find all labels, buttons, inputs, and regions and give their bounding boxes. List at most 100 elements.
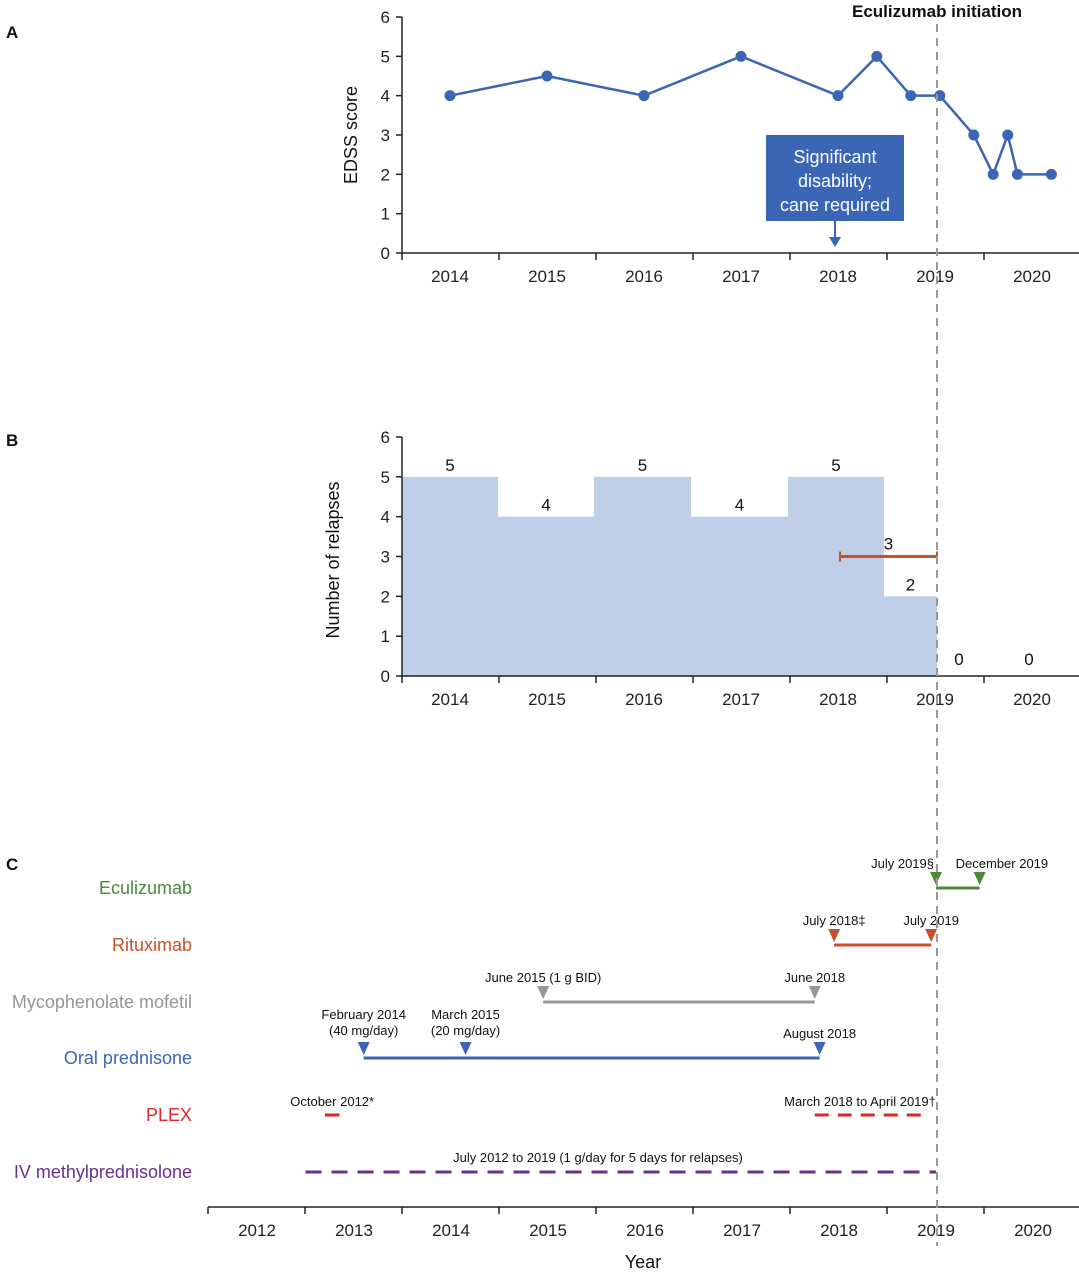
relapse-bar [884, 596, 937, 676]
treatment-marker-label: June 2018 [784, 970, 845, 985]
drug-name-label: Rituximab [112, 935, 192, 955]
panel-b-ytick-label: 4 [381, 508, 390, 527]
eculizumab-initiation-label: Eculizumab initiation [852, 2, 1022, 21]
relapse-bar-label: 5 [445, 456, 454, 475]
edss-data-point [987, 168, 999, 180]
relapse-bar-label: 0 [954, 650, 963, 669]
panel-label-b: B [6, 431, 18, 450]
treatment-marker-label: June 2015 (1 g BID) [485, 970, 601, 985]
edss-data-point [905, 90, 917, 102]
panel-c-xlabel: Year [625, 1252, 661, 1272]
drug-name-label: PLEX [146, 1105, 192, 1125]
relapse-bar [498, 516, 594, 676]
edss-data-point [541, 70, 553, 82]
annotation-arrow-head [829, 237, 841, 247]
panel-a-edss-chart: 0 1 2 3 4 5 6 2014 2015 2016 2017 2018 2019 2020 [381, 8, 1079, 286]
panel-b-xtick-label: 2020 [1013, 690, 1051, 709]
panel-a-ytick-label: 6 [381, 8, 390, 27]
panel-b-xtick-label: 2016 [625, 690, 663, 709]
treatment-marker-label: July 2018‡ [803, 913, 866, 928]
panel-b-xtick-label: 2019 [916, 690, 954, 709]
panel-b-ytick-label: 5 [381, 468, 390, 487]
panel-a-ytick-label: 3 [381, 126, 390, 145]
panel-a-xtick-label: 2017 [722, 267, 760, 286]
treatment-period-label: March 2018 to April 2019† [784, 1094, 936, 1109]
panel-a-xtick-label: 2016 [625, 267, 663, 286]
edss-data-point [968, 129, 980, 141]
panel-label-a: A [6, 23, 18, 42]
panel-b-relapses-chart: 5 4 5 4 5 2 0 0 0 1 2 3 4 5 6 2014 2015 2016 2017 2018 2019 2… [381, 428, 1079, 709]
edss-data-point [444, 90, 456, 102]
edss-data-point [638, 90, 650, 102]
treatment-marker [357, 1042, 370, 1055]
treatment-marker-label: December 2019 [956, 856, 1049, 871]
panel-a-ytick-label: 5 [381, 47, 390, 66]
panel-a-xtick-label: 2019 [916, 267, 954, 286]
disability-annotation: Significant disability; cane required [766, 135, 904, 247]
treatment-period-label: July 2012 to 2019 (1 g/day for 5 days fo… [453, 1150, 743, 1165]
relapse-bar [788, 476, 884, 676]
panel-a-xtick-label: 2015 [528, 267, 566, 286]
relapse-bar-label: 5 [638, 456, 647, 475]
annotation-line-2: disability; [798, 171, 872, 191]
drug-name-label: Mycophenolate mofetil [12, 992, 192, 1012]
panel-c-xtick-label: 2018 [820, 1221, 858, 1240]
drug-name-label: Eculizumab [99, 878, 192, 898]
annotation-line-1: Significant [793, 147, 876, 167]
relapse-bar-label: 4 [541, 496, 550, 515]
edss-data-point [1011, 168, 1023, 180]
panel-b-ylabel: Number of relapses [323, 481, 343, 638]
panel-c-xtick-label: 2020 [1014, 1221, 1052, 1240]
panel-c-xtick-label: 2016 [626, 1221, 664, 1240]
edss-data-point [735, 50, 747, 62]
panel-b-ytick-label: 0 [381, 667, 390, 686]
treatment-marker [925, 929, 938, 942]
relapse-bar-label: 0 [1024, 650, 1033, 669]
edss-series-line [449, 54, 1052, 178]
panel-b-xtick-label: 2017 [722, 690, 760, 709]
panel-b-ytick-label: 3 [381, 548, 390, 567]
relapse-bracket-label: 3 [884, 535, 893, 554]
treatment-marker [813, 1042, 826, 1055]
panel-c-xtick-label: 2012 [238, 1221, 276, 1240]
treatment-marker [828, 929, 841, 942]
edss-data-point [1002, 129, 1014, 141]
panel-c-xtick-label: 2014 [432, 1221, 470, 1240]
treatment-marker-label: August 2018 [783, 1026, 856, 1041]
edss-data-point [1045, 168, 1057, 180]
panel-c-xtick-label: 2017 [723, 1221, 761, 1240]
panel-b-ytick-label: 2 [381, 587, 390, 606]
panel-c-xtick-label: 2015 [529, 1221, 567, 1240]
panel-a-xtick-label: 2020 [1013, 267, 1051, 286]
edss-data-point [871, 50, 883, 62]
panel-a-ytick-label: 0 [381, 244, 390, 263]
relapse-bar [691, 516, 788, 676]
relapse-bar-label: 5 [831, 456, 840, 475]
treatment-extra-label: October 2012* [290, 1094, 374, 1109]
panel-b-ytick-label: 1 [381, 627, 390, 646]
relapse-bar [402, 476, 498, 676]
panel-b-xtick-label: 2018 [819, 690, 857, 709]
relapse-bar-label: 4 [735, 496, 744, 515]
panel-a-ylabel: EDSS score [341, 86, 361, 184]
treatment-marker [973, 872, 986, 885]
panel-a-ytick-label: 2 [381, 165, 390, 184]
panel-c-xtick-label: 2013 [335, 1221, 373, 1240]
annotation-line-3: cane required [780, 195, 890, 215]
edss-data-point [832, 90, 844, 102]
panel-a-ytick-label: 4 [381, 87, 390, 106]
annotation-box [766, 135, 904, 221]
panel-c-treatment-timeline: 201220132014201520162017201820192020Ecul… [12, 856, 1079, 1240]
treatment-marker [459, 1042, 472, 1055]
relapse-bar-label: 2 [906, 575, 915, 594]
treatment-marker-sublabel: (20 mg/day) [431, 1023, 500, 1038]
panel-b-xtick-label: 2014 [431, 690, 469, 709]
panel-label-c: C [6, 855, 18, 874]
panel-b-xtick-label: 2015 [528, 690, 566, 709]
relapse-bar [594, 476, 691, 676]
drug-name-label: IV methylprednisolone [14, 1162, 192, 1182]
treatment-marker [537, 986, 550, 999]
treatment-marker-sublabel: (40 mg/day) [329, 1023, 398, 1038]
panel-b-ytick-label: 6 [381, 428, 390, 447]
